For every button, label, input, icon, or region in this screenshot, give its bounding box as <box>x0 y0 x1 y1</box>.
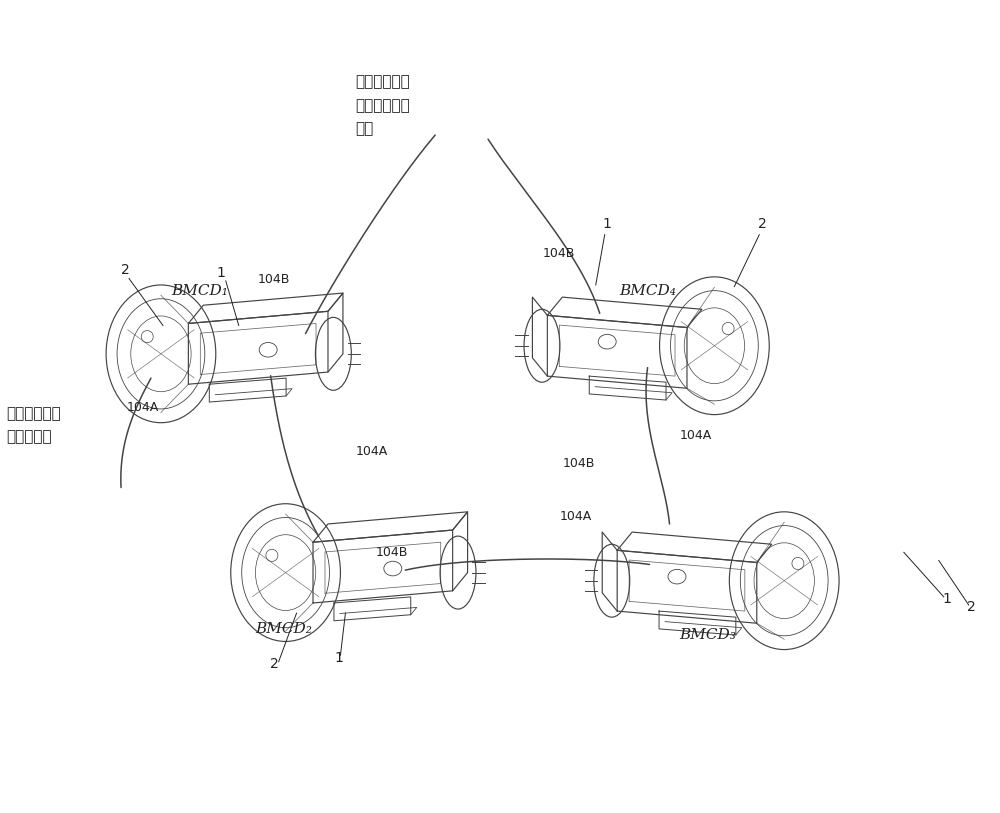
Text: 104B: 104B <box>543 246 575 259</box>
Text: 104A: 104A <box>560 510 592 523</box>
Text: 1: 1 <box>216 266 225 280</box>
Text: 104A: 104A <box>680 429 712 442</box>
Text: 104B: 104B <box>563 457 595 470</box>
Text: 104B: 104B <box>258 273 290 286</box>
Text: 接其他浮力微
标定装置，或
空闲: 接其他浮力微 标定装置，或 空闲 <box>355 74 410 136</box>
Text: 接水下机器人
的通讯接口: 接水下机器人 的通讯接口 <box>6 406 61 445</box>
Text: 104B: 104B <box>375 546 408 559</box>
Text: BMCD₁: BMCD₁ <box>171 285 228 298</box>
Text: 2: 2 <box>967 601 976 615</box>
Text: 104A: 104A <box>355 445 388 458</box>
Text: 104A: 104A <box>127 401 159 414</box>
Text: BMCD₃: BMCD₃ <box>680 628 736 642</box>
Text: 1: 1 <box>602 217 611 231</box>
Text: 2: 2 <box>121 263 129 276</box>
Text: BMCD₂: BMCD₂ <box>256 623 313 637</box>
Text: BMCD₄: BMCD₄ <box>620 284 677 298</box>
Text: 2: 2 <box>758 217 767 231</box>
Text: 1: 1 <box>942 592 951 606</box>
Text: 1: 1 <box>334 650 343 665</box>
Text: 2: 2 <box>270 657 279 672</box>
